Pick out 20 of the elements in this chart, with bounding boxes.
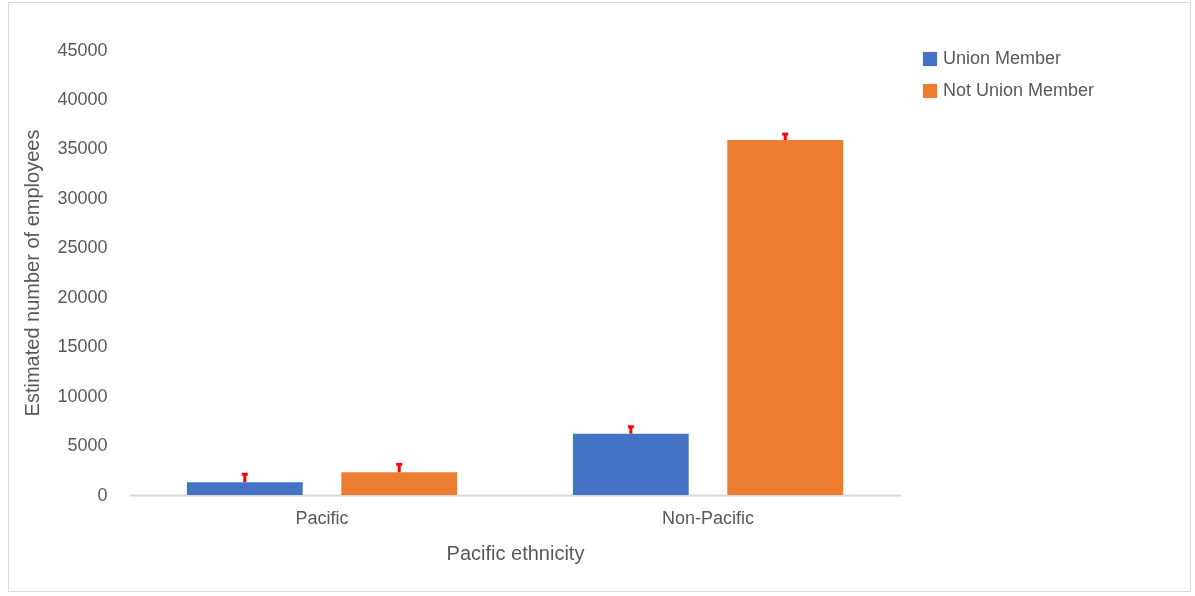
bar: [186, 482, 303, 495]
x-axis-title: Pacific ethnicity: [446, 541, 585, 564]
bar: [572, 433, 689, 495]
y-tick-label: 30000: [57, 187, 108, 208]
legend-label: Not Union Member: [943, 80, 1095, 100]
legend-label: Union Member: [943, 48, 1062, 68]
y-tick-label: 45000: [57, 39, 108, 60]
x-tick-label: Non-Pacific: [661, 507, 755, 528]
bar: [727, 139, 844, 495]
y-tick-label: 40000: [57, 88, 108, 109]
bar: [341, 472, 458, 495]
y-tick-label: 20000: [57, 286, 108, 307]
y-axis-title: Estimated number of employees: [21, 129, 44, 417]
y-tick-label: 35000: [57, 138, 108, 159]
y-tick-label: 10000: [57, 385, 108, 406]
y-tick-label: 15000: [57, 336, 108, 357]
y-tick-label: 5000: [67, 435, 108, 456]
x-tick-label: Pacific: [295, 507, 349, 528]
y-tick-label: 25000: [57, 237, 108, 258]
y-tick-label: 0: [97, 484, 108, 505]
